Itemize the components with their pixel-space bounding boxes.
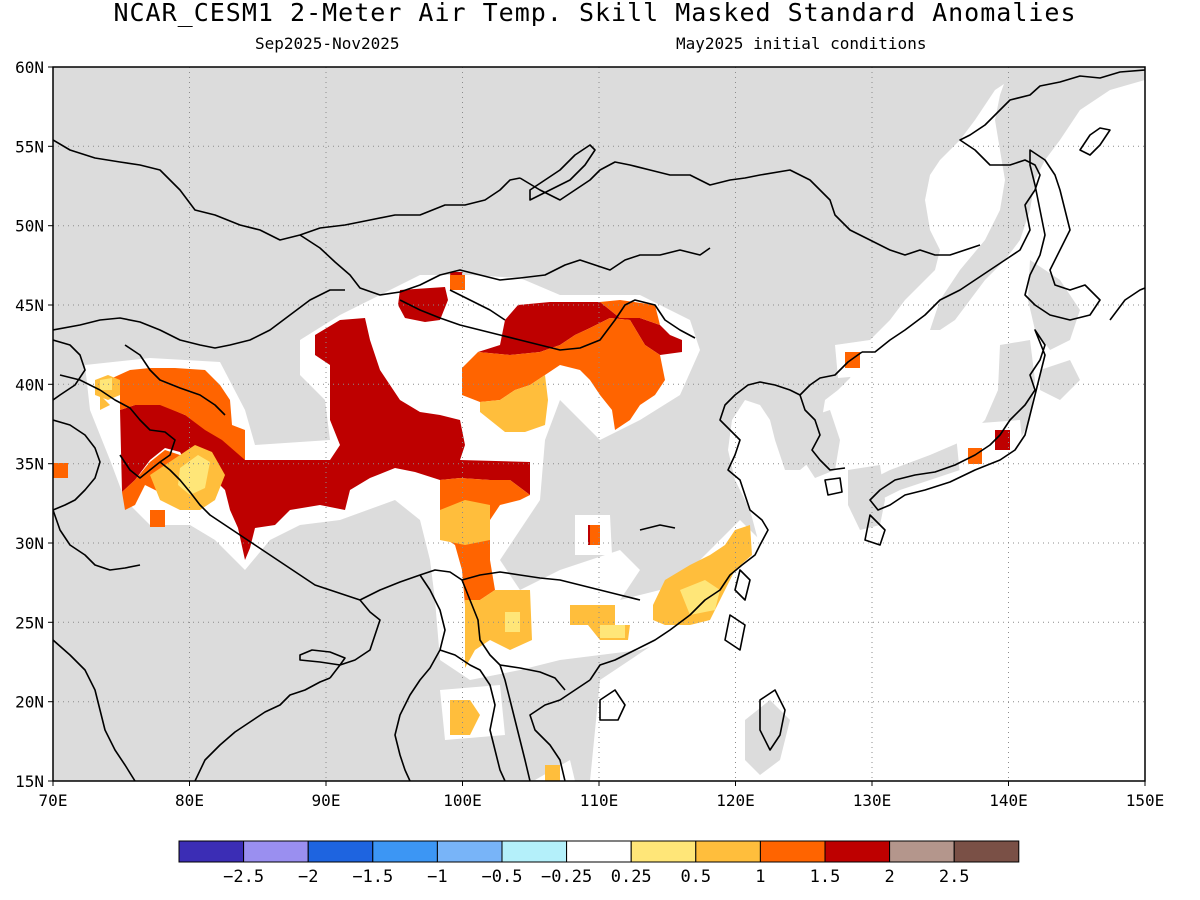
colorbar-swatch (243, 840, 309, 863)
y-tick-label: 60N (15, 58, 44, 77)
map-title: NCAR_CESM1 2-Meter Air Temp. Skill Maske… (113, 0, 1077, 27)
colorbar-label: 0.25 (611, 867, 652, 887)
colorbar-label: 1 (755, 867, 765, 887)
x-tick-label: 140E (989, 791, 1028, 810)
colorbar-label: −1.5 (352, 867, 393, 887)
anomaly-0p5-1 (95, 375, 752, 781)
colorbar-label: 2 (884, 867, 894, 887)
colorbar-swatch (566, 840, 632, 863)
x-tick-label: 130E (853, 791, 892, 810)
colorbar-swatch (630, 840, 697, 863)
axis-ticks (48, 66, 1146, 786)
colorbar-swatch (695, 840, 761, 863)
x-tick-label: 80E (175, 791, 204, 810)
y-tick-label: 50N (15, 217, 44, 236)
x-tick-label: 100E (443, 791, 482, 810)
lat-lon-grid (53, 67, 1145, 781)
colorbar (178, 840, 1020, 863)
colorbar-swatch (501, 840, 568, 863)
colorbar-label: −2.5 (223, 867, 264, 887)
y-tick-label: 20N (15, 693, 44, 712)
colorbar-swatch (436, 840, 503, 863)
x-tick-label: 150E (1126, 791, 1165, 810)
colorbar-label: 1.5 (810, 867, 841, 887)
colorbar-label: 2.5 (939, 867, 970, 887)
x-tick-labels: 70E 80E 90E 100E 110E 120E 130E 140E 150… (39, 791, 1165, 810)
colorbar-swatch (953, 840, 1020, 863)
y-tick-labels: 15N 20N 25N 30N 35N 40N 45N 50N 55N 60N (15, 58, 44, 791)
y-tick-label: 45N (15, 296, 44, 315)
colorbar-swatch (889, 840, 955, 863)
colorbar-labels: −2.5 −2 −1.5 −1 −0.5 −0.25 0.25 0.5 1 1.5 2 2.5 (223, 867, 969, 887)
coastlines (53, 69, 1145, 781)
x-tick-label: 70E (39, 791, 68, 810)
x-tick-label: 90E (312, 791, 341, 810)
y-tick-label: 55N (15, 137, 44, 156)
colorbar-label: 0.5 (680, 867, 711, 887)
anomaly-0p25-0p5 (100, 378, 720, 638)
map-area (53, 67, 1145, 781)
colorbar-label: −2 (298, 867, 318, 887)
y-tick-label: 30N (15, 534, 44, 553)
y-tick-label: 25N (15, 613, 44, 632)
colorbar-label: −0.25 (541, 867, 592, 887)
initial-conditions: May2025 initial conditions (676, 34, 927, 53)
x-tick-label: 120E (716, 791, 755, 810)
colorbar-swatch (178, 840, 245, 863)
y-tick-label: 15N (15, 772, 44, 791)
colorbar-swatch (759, 840, 826, 863)
colorbar-swatch (372, 840, 438, 863)
forecast-period: Sep2025-Nov2025 (255, 34, 400, 53)
y-tick-label: 35N (15, 455, 44, 474)
colorbar-swatch (307, 840, 374, 863)
y-tick-label: 40N (15, 375, 44, 394)
colorbar-label: −1 (427, 867, 447, 887)
colorbar-swatch (824, 840, 891, 863)
x-tick-label: 110E (580, 791, 619, 810)
colorbar-label: −0.5 (482, 867, 523, 887)
